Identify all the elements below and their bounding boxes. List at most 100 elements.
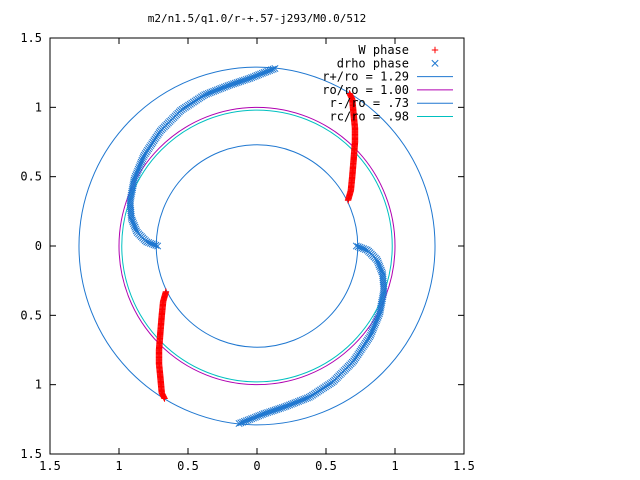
legend-label-3: ro/ro = 1.00: [322, 83, 409, 97]
ytick-label-4: 0.5: [20, 170, 42, 184]
point-1-0-17: [376, 263, 384, 271]
ytick-label-0: 1.5: [20, 447, 42, 461]
point-1-0-101: [303, 394, 311, 402]
point-1-1-53: [139, 155, 147, 163]
point-1-0-108: [291, 399, 299, 407]
point-1-1-105: [210, 87, 218, 95]
point-1-1-13: [133, 228, 141, 237]
point-1-0-18: [376, 264, 385, 272]
xtick-label-1: 1: [115, 459, 122, 473]
xtick-label-4: 0.5: [315, 459, 337, 473]
ytick-label-1: 1: [35, 378, 42, 392]
point-1-1-102: [204, 89, 212, 97]
point-1-0-43: [375, 311, 383, 320]
point-1-1-127: [249, 73, 258, 81]
ytick-label-3: 0: [35, 239, 42, 253]
point-1-0-128: [255, 412, 263, 420]
point-1-1-17: [130, 221, 138, 229]
point-1-0-13: [373, 255, 381, 264]
legend-marker-1: [431, 59, 439, 67]
xtick-label-2: 0.5: [177, 459, 199, 473]
point-1-1-139: [271, 64, 279, 73]
point-1-0-105: [296, 397, 304, 405]
point-1-1-125: [246, 74, 254, 82]
legend-label-5: rc/ro = .98: [330, 110, 409, 124]
series-1-arm-1: [126, 64, 279, 250]
point-1-0-130: [251, 413, 259, 421]
xtick-label-3: 0: [253, 459, 260, 473]
point-1-1-19: [129, 218, 137, 226]
point-1-0-47: [372, 319, 380, 327]
point-1-1-49: [136, 162, 144, 170]
ytick-label-2: 0.5: [20, 308, 42, 322]
point-1-0-5: [361, 245, 369, 253]
point-0-0-119: [344, 197, 352, 204]
ytick-label-6: 1.5: [20, 31, 42, 45]
series-0-arm-0: [344, 90, 359, 204]
legend-label-2: r+/ro = 1.29: [322, 70, 409, 84]
point-0-1-119: [162, 288, 170, 295]
circle-2: [155, 144, 359, 348]
point-1-1-130: [255, 71, 263, 79]
point-1-0-52: [368, 328, 376, 336]
point-1-0-107: [293, 398, 301, 406]
point-1-1-52: [138, 156, 146, 164]
circle-0: [78, 66, 436, 426]
point-1-1-54: [139, 153, 147, 161]
point-1-1-51: [137, 158, 145, 166]
point-1-0-126: [258, 410, 266, 418]
point-1-1-109: [217, 84, 225, 93]
point-1-0-44: [374, 313, 382, 321]
marks-layer: [78, 64, 436, 428]
point-1-1-108: [215, 85, 223, 93]
point-1-0-19: [377, 266, 385, 274]
xtick-label-6: 1.5: [453, 459, 475, 473]
point-1-0-45: [373, 315, 381, 323]
point-1-0-106: [294, 397, 303, 405]
ytick-label-5: 1: [35, 100, 42, 114]
point-1-0-100: [305, 393, 313, 401]
point-1-1-138: [269, 65, 277, 73]
point-1-1-106: [211, 87, 220, 95]
point-1-1-126: [248, 74, 256, 82]
point-1-1-111: [220, 83, 229, 91]
point-1-1-44: [132, 171, 140, 179]
point-1-1-45: [133, 169, 141, 177]
point-1-0-49: [370, 322, 378, 330]
point-1-0-54: [367, 331, 375, 339]
circle-1: [118, 106, 396, 386]
legend-label-0: W phase: [358, 43, 409, 57]
point-1-0-104: [298, 396, 306, 404]
point-1-1-101: [203, 90, 211, 98]
point-1-1-50: [136, 160, 145, 168]
point-1-0-53: [367, 329, 375, 337]
point-1-1-103: [206, 89, 214, 97]
point-1-0-127: [256, 411, 265, 419]
point-1-1-18: [129, 220, 138, 228]
legend-marker-0: [431, 46, 439, 54]
point-1-0-109: [289, 399, 297, 408]
point-1-1-128: [251, 72, 259, 80]
point-1-1-15: [132, 225, 140, 233]
point-1-0-48: [371, 320, 379, 328]
point-1-1-43: [131, 172, 139, 181]
point-1-0-51: [369, 326, 377, 334]
point-1-0-102: [302, 395, 310, 403]
point-1-0-103: [300, 395, 308, 403]
point-1-1-48: [135, 164, 143, 172]
point-1-0-46: [372, 317, 380, 325]
point-1-0-139: [235, 419, 243, 428]
point-1-1-100: [201, 91, 209, 99]
point-1-1-42: [131, 174, 139, 182]
ticks-layer: 1.5 1 0.5 0 0.5 1 1.51.510.500.511.5: [20, 31, 475, 473]
point-1-0-15: [374, 259, 382, 267]
chart-title: m2/n1.5/q1.0/r-+.57-j293/M0.0/512: [148, 12, 367, 25]
series-1-arm-0: [235, 242, 388, 428]
point-1-1-14: [132, 227, 140, 235]
legend-label-1: drho phase: [337, 56, 409, 70]
point-1-1-110: [219, 84, 227, 92]
point-1-0-131: [249, 414, 257, 422]
point-1-0-110: [287, 400, 295, 408]
